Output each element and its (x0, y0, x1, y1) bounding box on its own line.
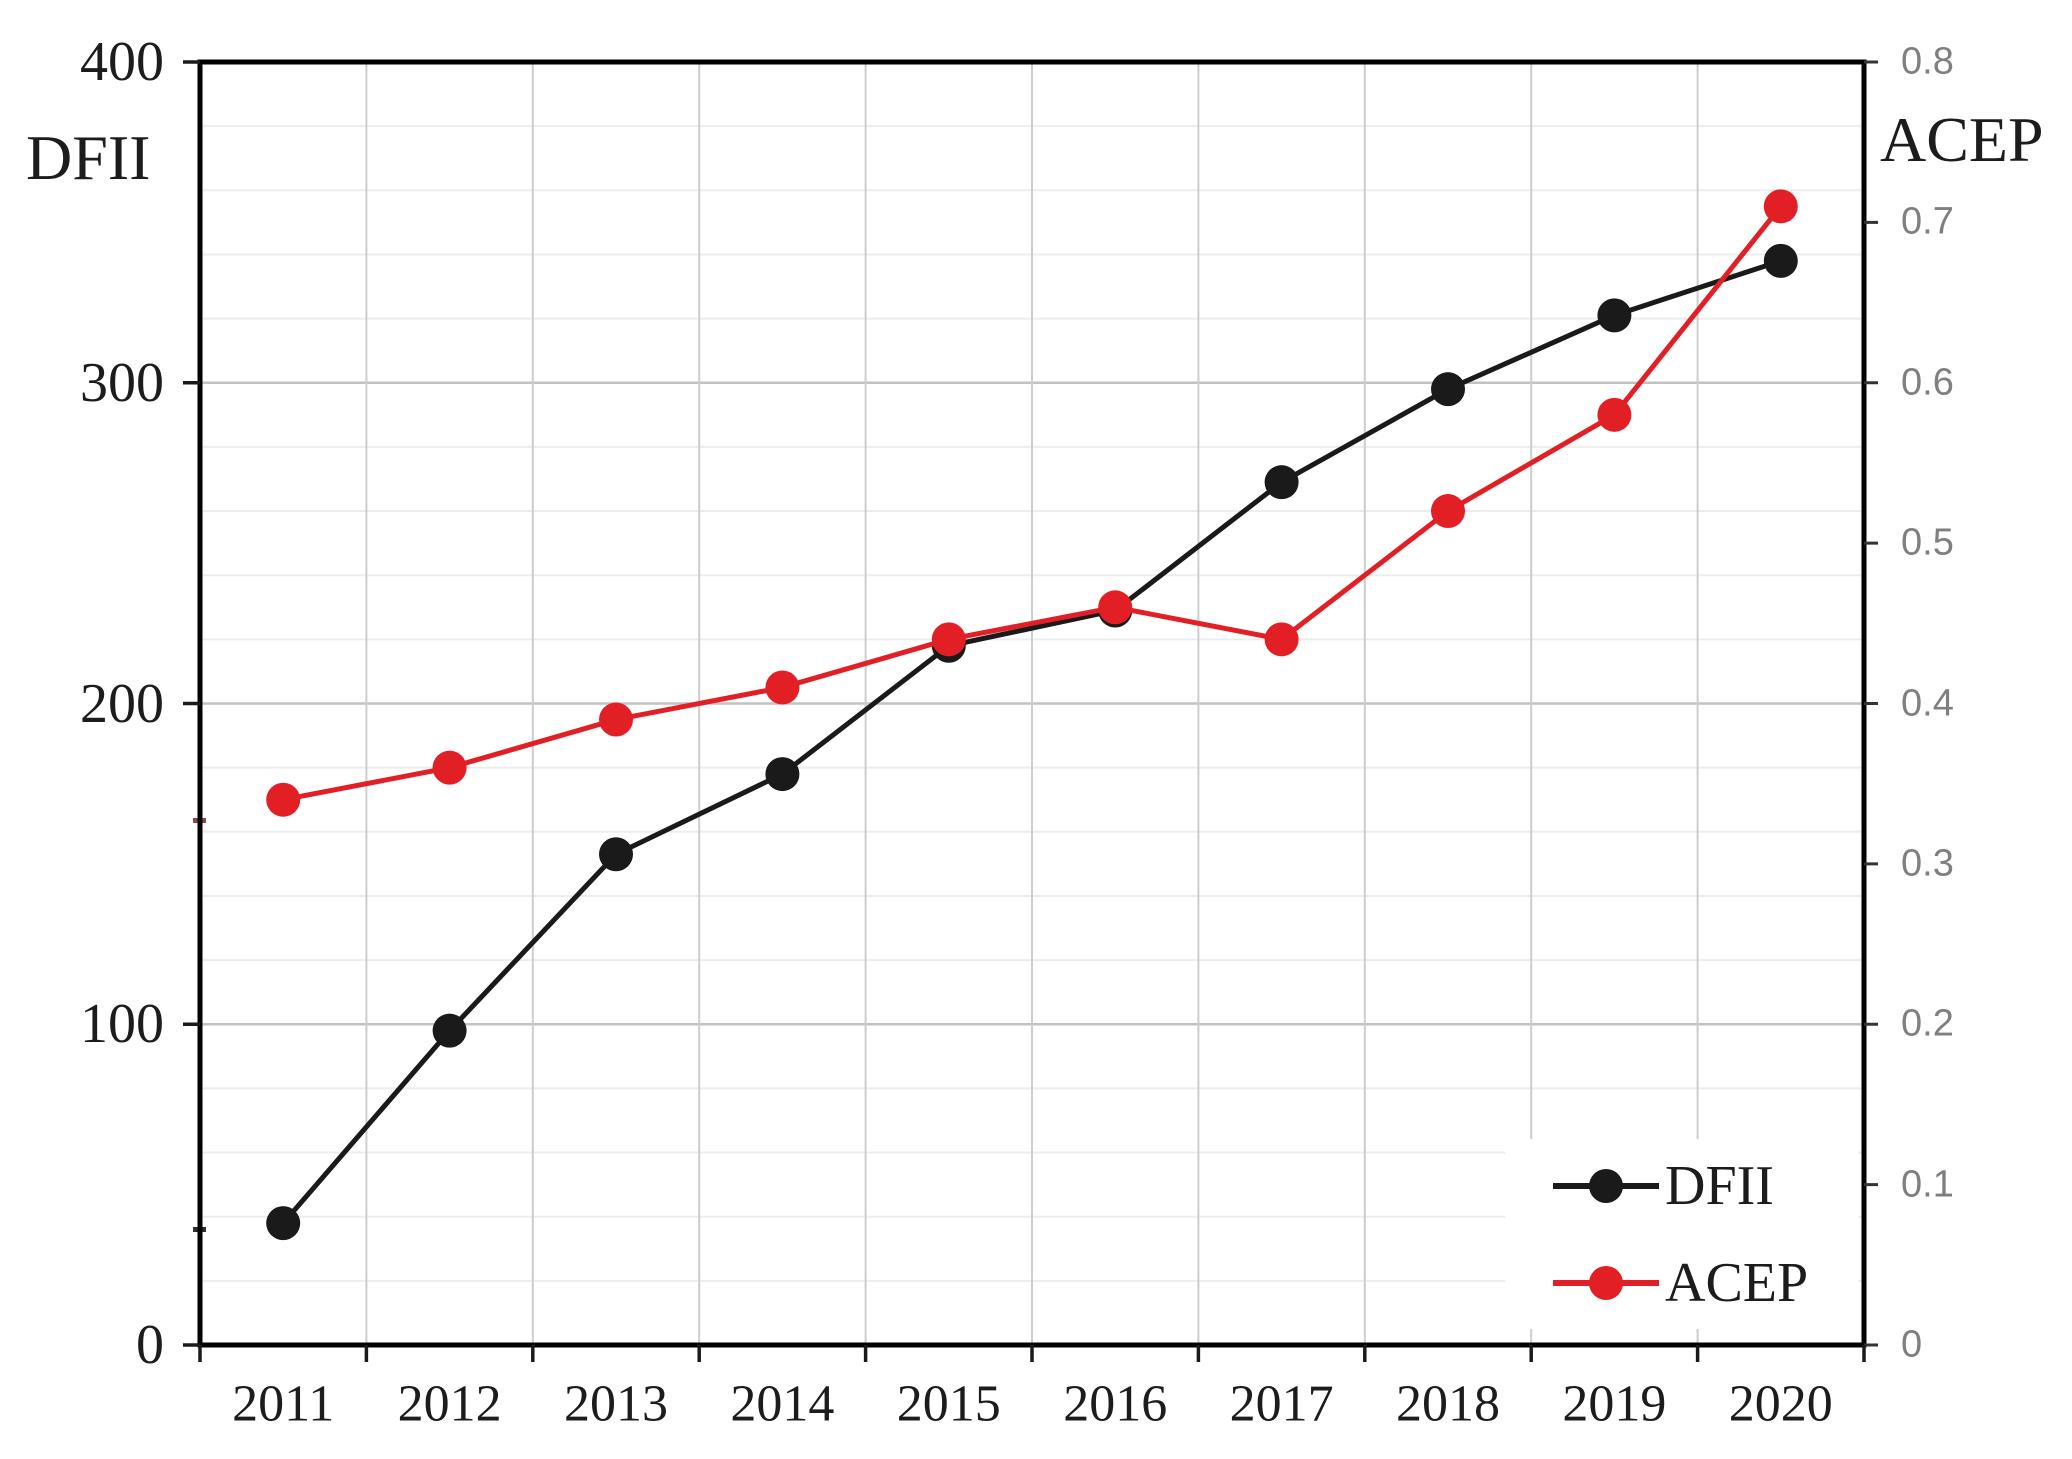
right-axis-tick-label-0.6: 0.6 (1901, 361, 1954, 404)
x-axis-tick-label-2011: 2011 (232, 1375, 335, 1433)
x-axis-tick-label-2020: 2020 (1728, 1375, 1833, 1433)
x-axis-tick-label-2013: 2013 (564, 1375, 668, 1433)
data-point-acep-2019 (1597, 397, 1632, 432)
left-axis-tick-label-400: 400 (80, 31, 164, 93)
data-point-dfii-2019 (1597, 298, 1632, 333)
right-axis-tick-label-0.2: 0.2 (1901, 1002, 1954, 1045)
right-axis-tick-label-0.5: 0.5 (1901, 521, 1954, 564)
legend-label-acep: ACEP (1665, 1252, 1809, 1314)
data-point-acep-2012 (432, 750, 467, 785)
data-point-dfii-2020 (1763, 243, 1798, 278)
x-axis-tick-label-2016: 2016 (1063, 1375, 1168, 1433)
right-axis-tick-label-0.7: 0.7 (1901, 200, 1954, 243)
right-axis-tick-label-0.8: 0.8 (1901, 40, 1954, 83)
data-point-acep-2020 (1763, 189, 1798, 224)
data-point-acep-2014 (765, 670, 800, 705)
legend-label-dfii: DFII (1665, 1155, 1774, 1217)
series-line-dfii (281, 258, 1782, 1225)
data-point-dfii-2013 (599, 837, 633, 872)
right-axis-tick-label-0: 0 (1901, 1323, 1923, 1366)
legend-marker-dfii-icon (1553, 1153, 1659, 1219)
left-axis-tick-label-0: 0 (136, 1314, 164, 1376)
right-axis-title: ACEP (1880, 104, 2044, 175)
chart-legend: DFII ACEP (1505, 1139, 1858, 1329)
left-axis-tick-label-100: 100 (80, 993, 164, 1056)
left-axis-tick-label-300: 300 (80, 351, 164, 414)
data-point-acep-2015 (931, 622, 966, 657)
data-point-dfii-2012 (432, 1013, 467, 1048)
data-point-dfii-2014 (765, 757, 800, 792)
x-axis-tick-label-2012: 2012 (397, 1375, 502, 1433)
data-point-dfii-2011 (266, 1206, 301, 1241)
x-axis-tick-label-2015: 2015 (896, 1375, 1001, 1433)
legend-marker-acep-icon (1553, 1250, 1659, 1316)
data-point-acep-2017 (1264, 622, 1299, 657)
right-axis-tick-label-0.1: 0.1 (1901, 1163, 1954, 1206)
x-axis-tick-label-2014: 2014 (730, 1375, 835, 1433)
left-axis-tick-label-200: 200 (80, 672, 164, 735)
data-point-dfii-2018 (1431, 372, 1465, 407)
data-point-dfii-2017 (1264, 465, 1299, 500)
data-point-acep-2018 (1431, 494, 1465, 529)
data-point-acep-2016 (1098, 590, 1133, 625)
series-line-acep (282, 204, 1783, 803)
legend-entry-acep: ACEP (1553, 1250, 1808, 1316)
x-axis-tick-label-2017: 2017 (1229, 1375, 1334, 1433)
data-point-acep-2013 (599, 702, 633, 737)
x-axis-tick-label-2018: 2018 (1396, 1375, 1500, 1433)
left-axis-title: DFII (26, 122, 151, 193)
x-axis-tick-label-2019: 2019 (1562, 1375, 1667, 1433)
right-axis-tick-label-0.4: 0.4 (1901, 682, 1954, 724)
data-point-acep-2011 (266, 782, 301, 817)
legend-entry-dfii: DFII (1553, 1153, 1774, 1219)
right-axis-tick-label-0.3: 0.3 (1901, 842, 1954, 885)
